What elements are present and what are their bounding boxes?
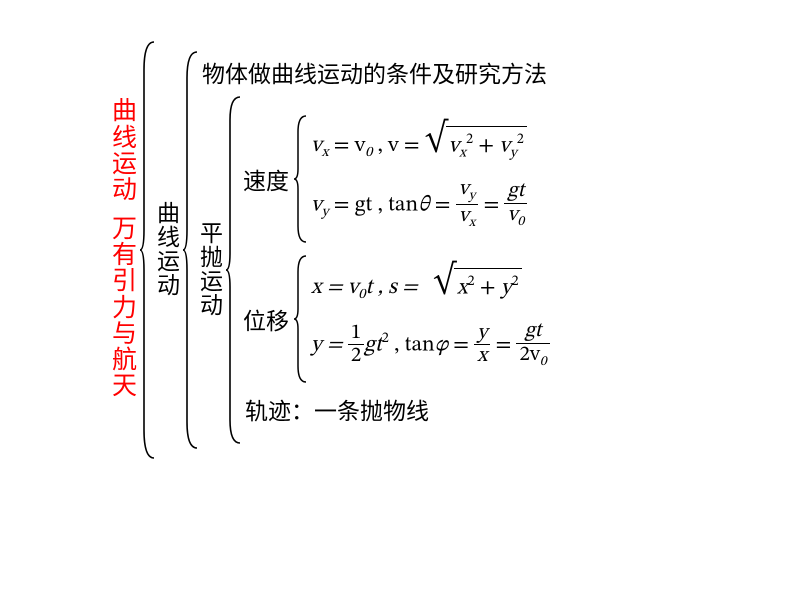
velocity-label: 速度 bbox=[243, 162, 289, 196]
displacement-eq2: y = 12gt2 , tanφ = yx = gt2v0 bbox=[311, 320, 550, 371]
projectile-content: 速度 vx = v0 , v = √vx2 + vy2 bbox=[243, 114, 550, 426]
brace-level1 bbox=[140, 40, 154, 460]
sqrt-icon: √x2 + y2 bbox=[433, 268, 521, 308]
brace-velocity bbox=[294, 114, 308, 244]
trajectory-line: 轨迹：一条抛物线 bbox=[245, 392, 550, 426]
displacement-equations: x = v0t , s = √x2 + y2 y = 12gt2 , tanφ … bbox=[311, 268, 550, 371]
level2-label: 曲 线 运 动 bbox=[157, 202, 180, 299]
displacement-eq1: x = v0t , s = √x2 + y2 bbox=[311, 268, 550, 308]
brace-level3 bbox=[226, 95, 240, 445]
level2-row: 曲 线 运 动 物体做曲线运动的条件及研究方法 平 抛 运 bbox=[157, 50, 550, 450]
velocity-eq1: vx = v0 , v = √vx2 + vy2 bbox=[311, 126, 527, 166]
velocity-section: 速度 vx = v0 , v = √vx2 + vy2 bbox=[243, 114, 550, 244]
root-label: 曲 线 运 动 万 有 引 力 与 航 天 bbox=[112, 99, 137, 400]
outline-root: 曲 线 运 动 万 有 引 力 与 航 天 曲 线 运 动 bbox=[112, 40, 550, 460]
brace-level2 bbox=[183, 50, 197, 450]
displacement-section: 位移 x = v0t , s = √x2 + y2 bbox=[243, 254, 550, 384]
projectile-label: 平 抛 运 动 bbox=[200, 222, 223, 319]
level2-content: 物体做曲线运动的条件及研究方法 平 抛 运 动 bbox=[200, 55, 550, 445]
velocity-eq2: vy = gt , tanθ = vyvx = gtv0 bbox=[311, 178, 527, 232]
projectile-row: 平 抛 运 动 速度 bbox=[200, 95, 550, 445]
displacement-label: 位移 bbox=[243, 302, 289, 336]
condition-line: 物体做曲线运动的条件及研究方法 bbox=[202, 55, 550, 89]
brace-displacement bbox=[294, 254, 308, 384]
sqrt-icon: √vx2 + vy2 bbox=[425, 126, 527, 166]
velocity-equations: vx = v0 , v = √vx2 + vy2 vy = gt , tanθ … bbox=[311, 126, 527, 232]
level2-group: 曲 线 运 动 物体做曲线运动的条件及研究方法 平 抛 运 bbox=[157, 50, 550, 450]
